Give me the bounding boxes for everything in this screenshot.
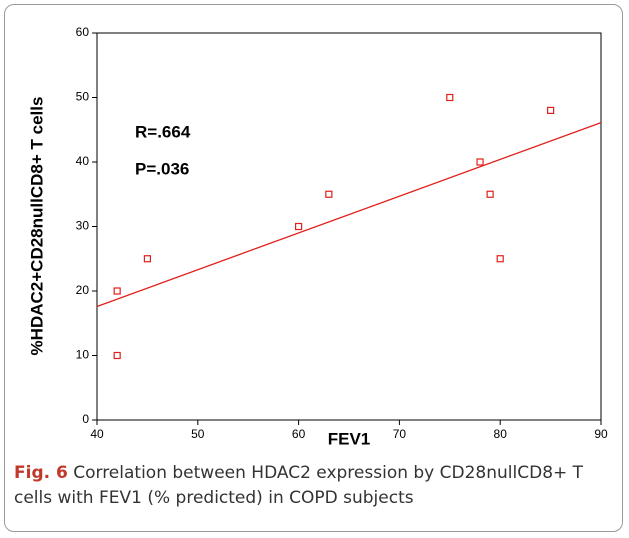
y-tick-label: 10: [76, 348, 90, 362]
caption-text: Correlation between HDAC2 expression by …: [14, 463, 584, 508]
y-tick-label: 60: [76, 25, 90, 39]
point: [486, 190, 494, 198]
point: [113, 351, 121, 360]
fit-line: [96, 122, 602, 308]
x-tick-label: 80: [494, 427, 508, 441]
point: [113, 287, 121, 295]
x-tick-label: 50: [191, 427, 205, 441]
point: [295, 222, 303, 231]
annotation: P=.036: [135, 159, 189, 178]
y-axis-label: %HDAC2+CD28nullCD8+ T cells: [27, 97, 46, 356]
caption: Fig. 6 Correlation between HDAC2 express…: [14, 461, 614, 511]
plot-frame: [96, 32, 602, 421]
y-tick-label: 30: [76, 219, 90, 233]
point: [325, 190, 333, 198]
x-axis-label: FEV1: [328, 429, 371, 448]
point: [143, 255, 151, 263]
y-tick-label: 0: [82, 412, 89, 426]
point: [496, 255, 504, 263]
x-tick-label: 60: [292, 427, 306, 441]
x-tick-label: 40: [90, 427, 104, 441]
point: [546, 106, 555, 115]
y-tick-label: 20: [76, 283, 90, 297]
point: [446, 93, 454, 102]
y-tick-label: 40: [76, 154, 90, 168]
chart: FEV1 %HDAC2+CD28nullCD8+ T cells R=.664 …: [27, 25, 608, 448]
annotation: R=.664: [135, 122, 191, 141]
figure-frame: [4, 4, 623, 532]
x-tick-label: 90: [594, 427, 608, 441]
y-tick-label: 50: [76, 90, 90, 104]
x-tick-label: 70: [393, 427, 407, 441]
point: [476, 158, 484, 166]
caption-label: Fig. 6: [14, 463, 68, 483]
